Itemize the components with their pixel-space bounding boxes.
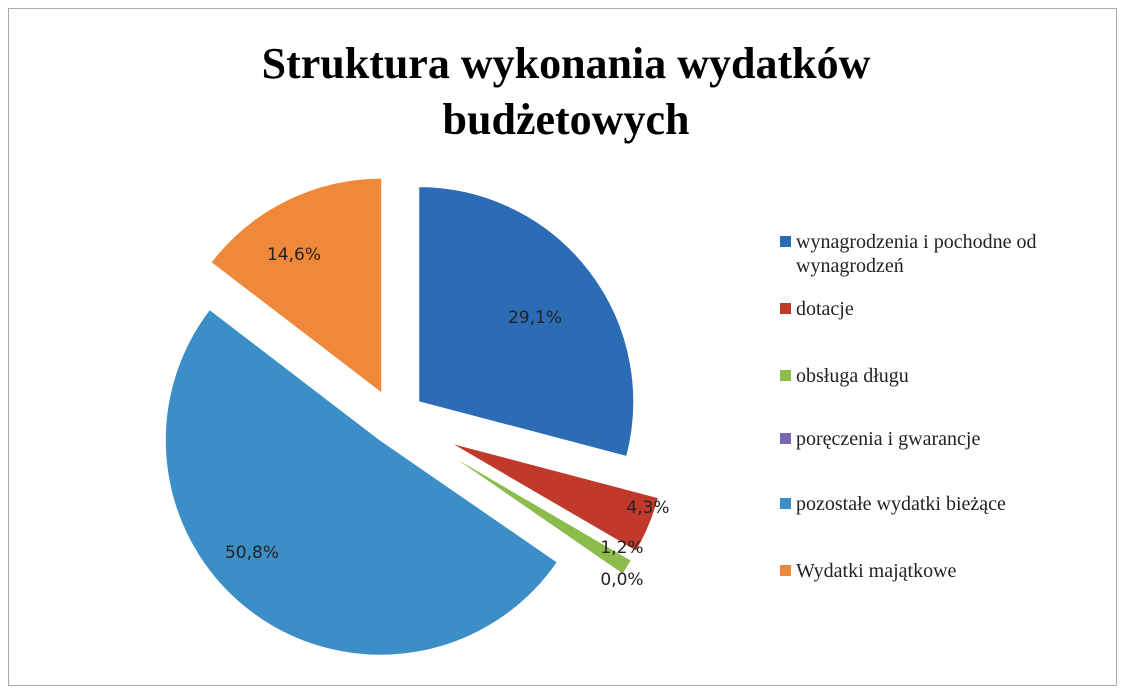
legend-item: Wydatki majątkowe xyxy=(780,559,1120,583)
legend-label: poręczenia i gwarancje xyxy=(796,428,981,450)
legend-label: dotacje xyxy=(796,298,854,320)
legend-item: wynagrodzenia i pochodne od wynagrodzeń xyxy=(780,230,1120,278)
pie-slice xyxy=(445,451,633,575)
legend-label: Wydatki majątkowe xyxy=(796,560,957,582)
data-label: 29,1% xyxy=(508,308,562,328)
legend-label: wynagrodzenia i pochodne od wynagrodzeń xyxy=(796,231,1037,277)
legend-label: obsługa długu xyxy=(796,365,909,387)
data-label: 1,2% xyxy=(600,538,643,558)
data-label: 50,8% xyxy=(225,543,279,563)
legend-swatch xyxy=(780,236,791,247)
data-label: 4,3% xyxy=(626,498,669,518)
legend-swatch xyxy=(780,370,791,381)
legend-item: obsługa długu xyxy=(780,364,1120,388)
legend-swatch xyxy=(780,303,791,314)
legend-item: pozostałe wydatki bieżące xyxy=(780,492,1120,516)
legend-item: dotacje xyxy=(780,297,1120,321)
pie-slice xyxy=(210,177,383,395)
legend-label: pozostałe wydatki bieżące xyxy=(796,493,1006,515)
data-label: 14,6% xyxy=(267,245,321,265)
chart-title: Struktura wykonania wydatków budżetowych xyxy=(261,39,871,144)
chart-frame xyxy=(8,8,1117,686)
data-label: 0,0% xyxy=(600,570,643,590)
pie-slice xyxy=(450,442,659,552)
legend-swatch xyxy=(780,565,791,576)
pie-slice xyxy=(418,186,635,458)
pie-slice xyxy=(164,308,559,656)
legend-swatch xyxy=(780,498,791,509)
legend-swatch xyxy=(780,433,791,444)
pie-slice xyxy=(444,453,622,577)
legend-item: poręczenia i gwarancje xyxy=(780,427,1120,451)
